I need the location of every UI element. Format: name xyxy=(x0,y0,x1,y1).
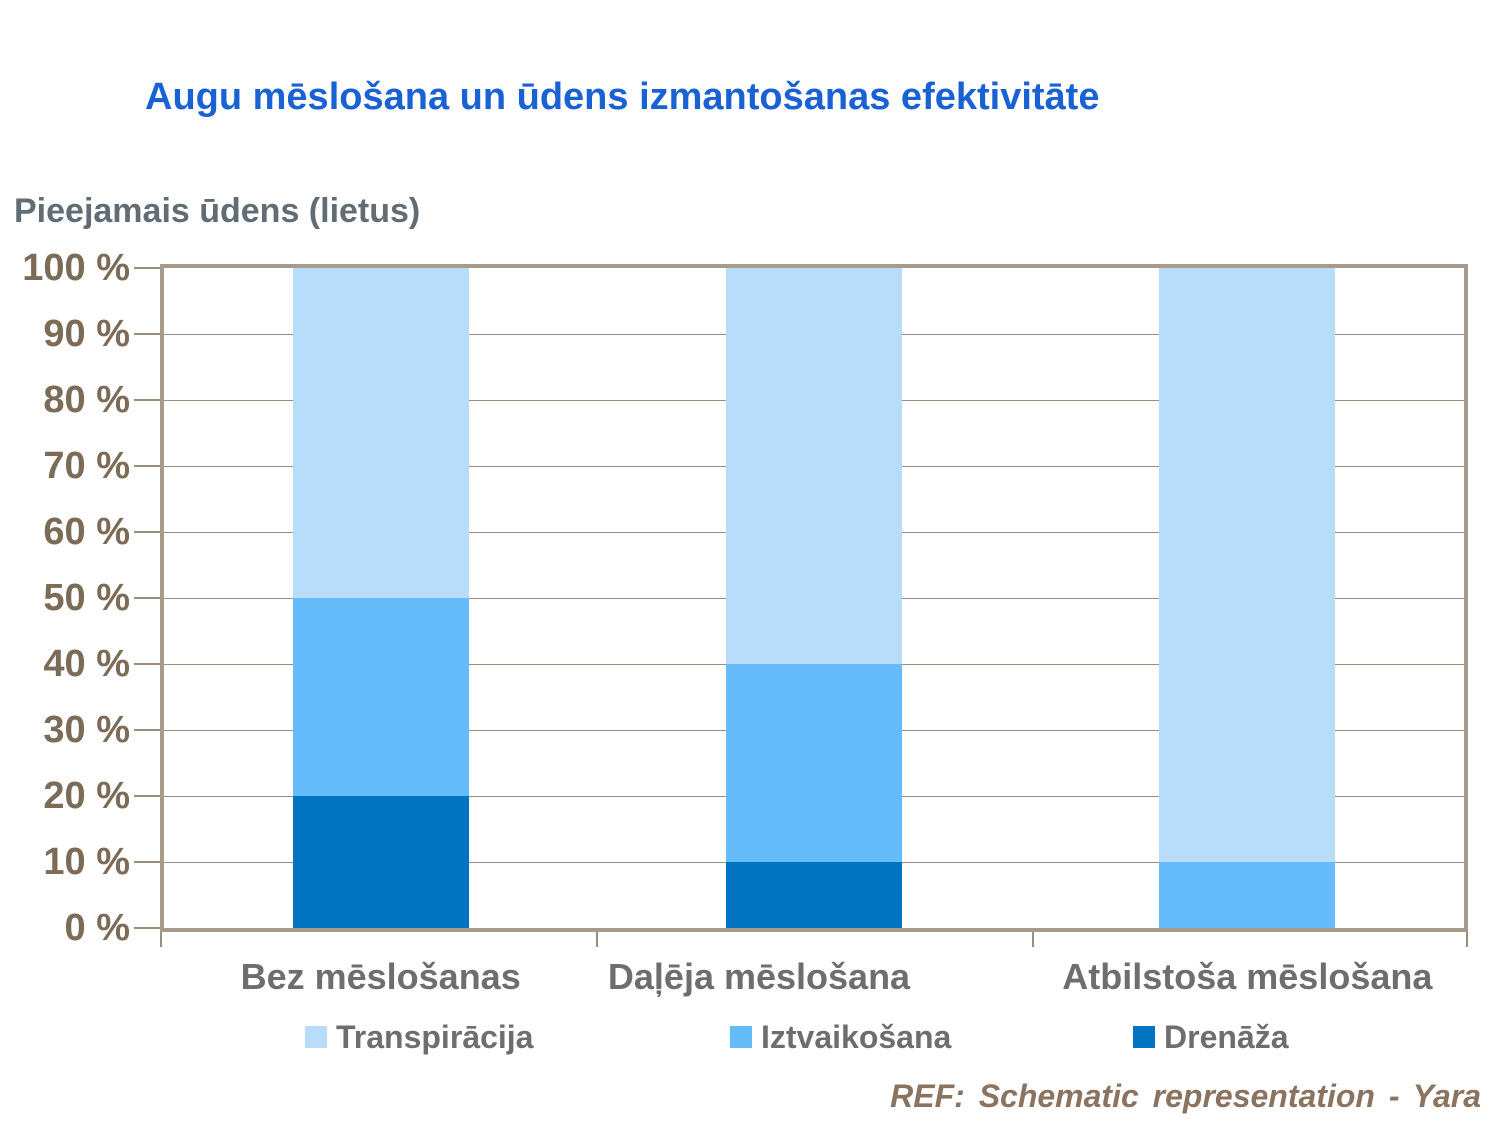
category-label: Bez mēslošanas xyxy=(240,956,521,997)
bar-segment xyxy=(1159,268,1336,862)
y-tick-label: 90 % xyxy=(43,313,130,355)
y-tick-label: 100 % xyxy=(22,247,130,289)
x-tick-mark xyxy=(596,932,598,947)
bar-segment xyxy=(292,598,469,796)
x-tick-mark xyxy=(1466,932,1468,947)
y-tick-mark xyxy=(134,861,160,863)
y-tick-label: 20 % xyxy=(43,775,130,817)
y-tick-mark xyxy=(134,729,160,731)
category-label: Daļēja mēslošana xyxy=(607,956,911,997)
plot-area xyxy=(160,264,1468,932)
y-tick-label: 80 % xyxy=(43,379,130,421)
bar-segment xyxy=(292,268,469,598)
y-tick-label: 70 % xyxy=(43,445,130,487)
chart-title: Augu mēslošana un ūdens izmantošanas efe… xyxy=(145,76,1100,118)
x-tick-mark xyxy=(160,932,162,947)
legend-item: Drenāža xyxy=(1133,1018,1289,1056)
reference-note: REF: Schematic representation - Yara xyxy=(890,1078,1481,1114)
legend-swatch-icon xyxy=(1133,1026,1155,1048)
bar-segment xyxy=(726,862,902,928)
legend-label: Iztvaikošana xyxy=(761,1019,952,1055)
bar-segment xyxy=(726,268,902,664)
y-tick-mark xyxy=(134,663,160,665)
y-tick-label: 0 % xyxy=(64,907,130,949)
y-tick-label: 60 % xyxy=(43,511,130,553)
legend-item: Transpirācija xyxy=(305,1018,533,1056)
legend-swatch-icon xyxy=(730,1026,752,1048)
y-tick-mark xyxy=(134,795,160,797)
legend-label: Drenāža xyxy=(1164,1019,1289,1055)
y-tick-mark xyxy=(134,267,160,269)
legend-item: Iztvaikošana xyxy=(730,1018,951,1056)
category-label: Atbilstoša mēslošana xyxy=(1062,956,1433,997)
y-tick-mark xyxy=(134,465,160,467)
legend-label: Transpirācija xyxy=(336,1019,534,1055)
bar-segment xyxy=(726,664,902,862)
bar-segment xyxy=(1159,862,1336,928)
y-tick-label: 50 % xyxy=(43,577,130,619)
y-tick-mark xyxy=(134,531,160,533)
y-axis-title: Pieejamais ūdens (lietus) xyxy=(14,192,421,230)
y-tick-mark xyxy=(134,597,160,599)
x-tick-mark xyxy=(1032,932,1034,947)
legend-swatch-icon xyxy=(305,1026,327,1048)
y-tick-label: 40 % xyxy=(43,643,130,685)
y-tick-mark xyxy=(134,399,160,401)
y-tick-label: 10 % xyxy=(43,841,130,883)
y-tick-mark xyxy=(134,927,160,929)
bar-segment xyxy=(292,796,469,928)
y-tick-mark xyxy=(134,333,160,335)
y-tick-label: 30 % xyxy=(43,709,130,751)
